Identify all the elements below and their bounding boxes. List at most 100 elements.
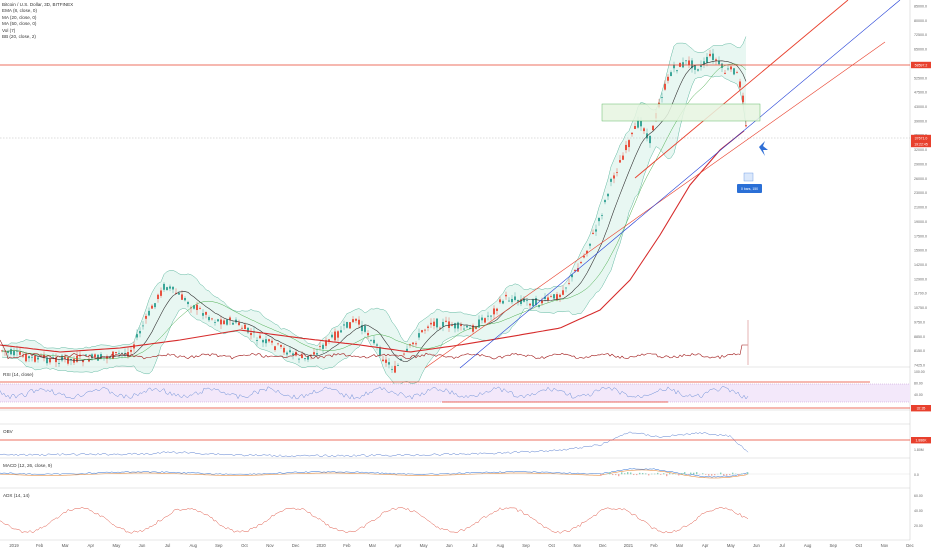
obv-mark-badge bbox=[911, 437, 931, 444]
time-tick-label: Oct bbox=[548, 543, 555, 548]
candle-body bbox=[604, 200, 606, 203]
indicator-ma20[interactable]: MA (20, close, 0) bbox=[2, 14, 37, 20]
candle-body bbox=[376, 344, 378, 346]
candle-body bbox=[289, 350, 291, 353]
candle-body bbox=[145, 315, 147, 319]
time-tick-label: Apr bbox=[88, 543, 95, 548]
price-mark-badge bbox=[911, 134, 931, 142]
time-tick-label: Apr bbox=[702, 543, 709, 548]
candle-body bbox=[451, 325, 453, 327]
macd-histogram-bar bbox=[669, 473, 671, 475]
candle-body bbox=[643, 128, 645, 132]
candle-body bbox=[244, 324, 246, 330]
candle-body bbox=[37, 357, 39, 360]
rsi-mark-badge bbox=[911, 405, 931, 412]
candle-body bbox=[94, 354, 96, 357]
time-tick-label: Jun bbox=[139, 543, 146, 548]
candle-body bbox=[517, 300, 519, 302]
ma20-line bbox=[1, 60, 747, 362]
candle-body bbox=[715, 59, 717, 61]
candle-body bbox=[463, 328, 465, 330]
time-tick-label: 2020 bbox=[317, 543, 327, 548]
candle-body bbox=[346, 321, 348, 328]
price-tick-label: 29000.0 bbox=[914, 162, 927, 166]
candle-body bbox=[559, 294, 561, 298]
candle-body bbox=[562, 290, 564, 295]
candle-body bbox=[499, 299, 501, 303]
candle-body bbox=[427, 326, 429, 328]
candle-body bbox=[724, 72, 726, 74]
candle-body bbox=[61, 355, 63, 361]
rsi-line bbox=[0, 386, 749, 400]
candle-body bbox=[136, 334, 138, 338]
rsi-pane-title: RSI (14, close) bbox=[3, 372, 34, 377]
candle-body bbox=[157, 294, 159, 300]
candle-body bbox=[301, 354, 303, 359]
price-tick-label: 8150.0 bbox=[914, 349, 925, 353]
macd-histogram-bar bbox=[702, 473, 704, 475]
candle-body bbox=[574, 270, 576, 272]
candle-body bbox=[610, 178, 612, 182]
candle-body bbox=[712, 53, 714, 60]
candle-body bbox=[601, 215, 603, 216]
price-tick-label: 39000.0 bbox=[914, 119, 927, 123]
candle-body bbox=[58, 363, 60, 364]
candle-body bbox=[82, 360, 84, 363]
candle-body bbox=[628, 140, 630, 148]
candle-body bbox=[16, 350, 18, 352]
price-tick-label: 8850.0 bbox=[914, 335, 925, 339]
candle-body bbox=[325, 340, 327, 346]
indicator-ma50[interactable]: MA (50, close, 0) bbox=[2, 21, 37, 27]
indicator-bb[interactable]: BB (20, close, 2) bbox=[2, 34, 36, 40]
price-tick-label: 32000.0 bbox=[914, 148, 927, 152]
candle-body bbox=[124, 352, 126, 355]
candle-body bbox=[706, 56, 708, 63]
macd-histogram-bar bbox=[708, 474, 710, 476]
indicator-vol[interactable]: Vol (7) bbox=[2, 27, 16, 33]
candle-body bbox=[745, 125, 747, 127]
candle-body bbox=[34, 355, 36, 362]
candle-body bbox=[256, 340, 258, 341]
candle-body bbox=[697, 69, 699, 71]
macd-histogram-bar bbox=[618, 474, 620, 477]
candle-body bbox=[304, 358, 306, 360]
adx-pane-title: ADX (14, 14) bbox=[3, 493, 30, 498]
macd-histogram-bar bbox=[600, 474, 602, 476]
time-tick-label: May bbox=[420, 543, 429, 548]
candle-body bbox=[445, 320, 447, 322]
price-tick-label: 12900.0 bbox=[914, 277, 927, 281]
price-tick-label: 21000.0 bbox=[914, 206, 927, 210]
time-tick-label: Aug bbox=[804, 543, 812, 548]
rsi-tick-label: 100.00 bbox=[914, 370, 925, 374]
macd-histogram-bar bbox=[729, 474, 731, 476]
candle-body bbox=[694, 65, 696, 70]
candle-body bbox=[616, 172, 618, 174]
candle-body bbox=[415, 343, 417, 345]
candle-body bbox=[367, 333, 369, 336]
candle-body bbox=[1, 350, 3, 352]
obv-mark-label: 1.886K bbox=[915, 439, 927, 443]
candle-body bbox=[619, 160, 621, 163]
indicator-ema[interactable]: EMA (8, close, 0) bbox=[2, 8, 37, 14]
candle-body bbox=[583, 255, 585, 258]
rsi-tick-label: 40.00 bbox=[914, 393, 923, 397]
candle-body bbox=[370, 340, 372, 342]
price-mark-badge bbox=[911, 61, 931, 69]
price-tick-label: 47500.0 bbox=[914, 91, 927, 95]
candle-body bbox=[280, 344, 282, 347]
candle-body bbox=[334, 331, 336, 341]
time-tick-label: Feb bbox=[343, 543, 351, 548]
candle-body bbox=[268, 339, 270, 342]
candle-body bbox=[13, 350, 15, 356]
macd-histogram-bar bbox=[636, 474, 638, 476]
candle-body bbox=[490, 315, 492, 317]
volume-line bbox=[0, 339, 748, 360]
candle-body bbox=[436, 318, 438, 328]
adx-line bbox=[0, 506, 749, 534]
price-tick-label: 10750.0 bbox=[914, 306, 927, 310]
candle-body bbox=[154, 303, 156, 308]
candle-body bbox=[358, 319, 360, 325]
candle-body bbox=[118, 353, 120, 354]
candle-body bbox=[454, 323, 456, 329]
